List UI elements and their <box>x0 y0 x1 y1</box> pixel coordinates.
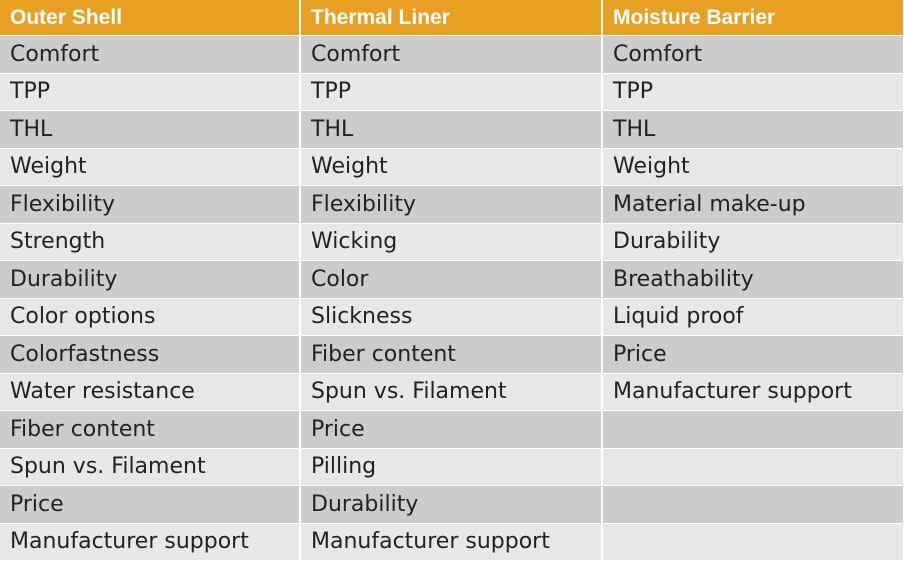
table-cell: Manufacturer support <box>301 523 601 561</box>
table-cell: Price <box>301 411 601 449</box>
table-cell: Liquid proof <box>603 298 903 336</box>
table-cell: Slickness <box>301 298 601 336</box>
table-cell: Color <box>301 261 601 299</box>
table-cell: THL <box>0 111 299 149</box>
table-cell <box>603 411 903 449</box>
table-cell: Comfort <box>603 36 903 74</box>
table-cell: Color options <box>0 298 299 336</box>
column-header-thermal-liner: Thermal Liner <box>301 0 601 36</box>
table-cell: Durability <box>0 261 299 299</box>
table-cell: Material make-up <box>603 186 903 224</box>
table-cell: Weight <box>0 148 299 186</box>
column-header-outer-shell: Outer Shell <box>0 0 299 36</box>
table-cell: Flexibility <box>0 186 299 224</box>
table-cell: Fiber content <box>0 411 299 449</box>
table-cell: Weight <box>603 148 903 186</box>
table-cell: Water resistance <box>0 373 299 411</box>
table-cell: Manufacturer support <box>0 523 299 561</box>
table-cell <box>603 523 903 561</box>
table-cell: TPP <box>0 73 299 111</box>
table-cell: Price <box>603 336 903 374</box>
table-cell: Colorfastness <box>0 336 299 374</box>
table-cell: Pilling <box>301 448 601 486</box>
table-cell: Breathability <box>603 261 903 299</box>
table-cell: THL <box>301 111 601 149</box>
table-cell: Durability <box>301 486 601 524</box>
table-cell: Comfort <box>301 36 601 74</box>
table-cell: Spun vs. Filament <box>0 448 299 486</box>
table-cell: Durability <box>603 223 903 261</box>
table-cell: Flexibility <box>301 186 601 224</box>
table-cell: Wicking <box>301 223 601 261</box>
table-cell: Comfort <box>0 36 299 74</box>
table-cell: Weight <box>301 148 601 186</box>
table-cell: Strength <box>0 223 299 261</box>
table-cell <box>603 486 903 524</box>
table-cell: THL <box>603 111 903 149</box>
table-cell: Fiber content <box>301 336 601 374</box>
table-cell: Price <box>0 486 299 524</box>
column-header-moisture-barrier: Moisture Barrier <box>603 0 903 36</box>
table-cell: Spun vs. Filament <box>301 373 601 411</box>
table-cell: Manufacturer support <box>603 373 903 411</box>
table-cell: TPP <box>603 73 903 111</box>
table-cell: TPP <box>301 73 601 111</box>
table-cell <box>603 448 903 486</box>
